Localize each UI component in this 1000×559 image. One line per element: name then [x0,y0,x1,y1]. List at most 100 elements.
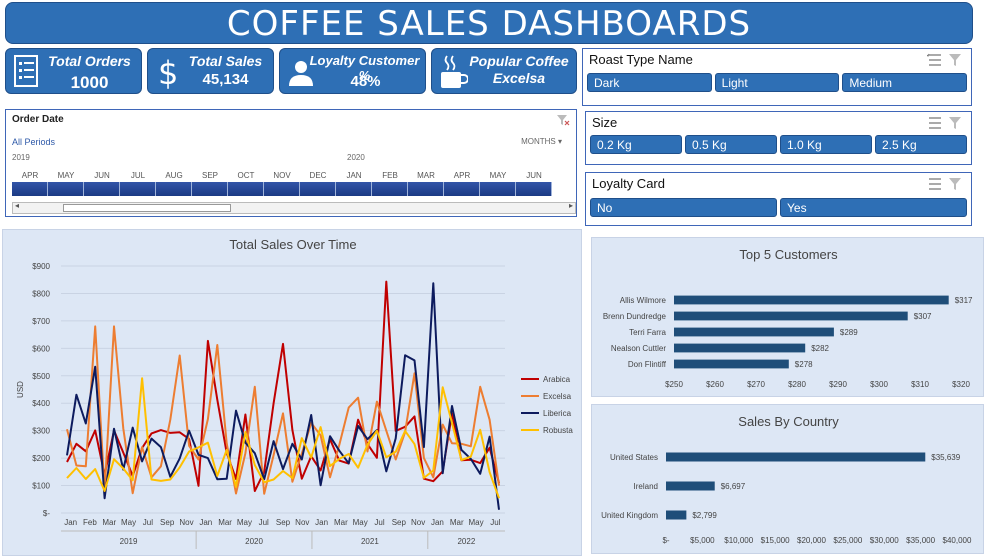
kpi-total-sales: $ Total Sales 45,134 [147,48,274,94]
roast-light-button[interactable]: Light [714,73,840,92]
roast-dark-button[interactable]: Dark [587,73,712,92]
timeline-year: 2020 [347,153,365,162]
x-tick-label: May [468,518,483,527]
category-label: Brenn Dundredge [603,312,667,321]
data-label: $278 [795,360,813,369]
clear-filter-icon[interactable] [556,114,570,126]
bar [666,510,687,520]
kpi-total-orders: Total Orders 1000 [5,48,142,94]
timeline-month-segment[interactable] [264,182,300,196]
kpi-label: Loyalty Customer % [309,53,420,83]
x-tick-label: $10,000 [724,536,753,545]
multi-select-icon[interactable] [929,178,941,190]
size-1-0kg-button[interactable]: 1.0 Kg [780,135,872,154]
x-tick-label: Mar [450,518,464,527]
size-0-2kg-button[interactable]: 0.2 Kg [590,135,682,154]
order-date-timeline[interactable]: Order Date All Periods MONTHS ▾ 2019 202… [5,109,577,217]
x-tick-label: $320 [952,380,970,389]
timeline-month-segment[interactable] [120,182,156,196]
timeline-month-segment[interactable] [300,182,336,196]
loyalty-no-button[interactable]: No [590,198,777,217]
loyalty-card-slicer: Loyalty Card No Yes [585,172,972,226]
category-label: Ireland [634,482,658,491]
timeline-month-segment[interactable] [444,182,480,196]
kpi-value: 45,134 [202,71,249,88]
checklist-icon [14,55,38,87]
category-label: Nealson Cuttler [611,344,666,353]
x-tick-label: $270 [747,380,765,389]
timeline-month-label: MAR [417,171,435,180]
roast-type-slicer: Roast Type Name Dark Light Medium [582,48,972,106]
timeline-month-segment[interactable] [48,182,84,196]
year-label: 2022 [457,537,475,546]
x-tick-label: $- [662,536,669,545]
timeline-month-segment[interactable] [84,182,120,196]
y-tick-label: $700 [32,317,50,326]
timeline-bar[interactable] [12,182,552,196]
clear-filter-icon[interactable] [949,117,961,129]
timeline-scroll-thumb[interactable] [63,204,231,212]
sales-by-country-svg: Sales By Country United States $35,639 Irel… [601,414,972,545]
timeline-scrollbar[interactable]: ◂ ▸ [12,201,576,214]
x-tick-label: $290 [829,380,847,389]
chart-title: Top 5 Customers [739,247,838,262]
timeline-month-segment[interactable] [480,182,516,196]
size-0-5kg-button[interactable]: 0.5 Kg [685,135,777,154]
chart-title: Sales By Country [738,414,839,429]
scroll-right-arrow[interactable]: ▸ [568,201,573,210]
loyalty-yes-button[interactable]: Yes [780,198,967,217]
x-tick-label: Jan [199,518,212,527]
x-tick-label: Nov [295,518,309,527]
y-tick-label: $900 [32,262,50,271]
timeline-month-segment[interactable] [372,182,408,196]
bar [674,327,834,337]
series-line-liberica [66,282,500,510]
category-label: Allis Wilmore [620,296,667,305]
timeline-month-segment[interactable] [408,182,444,196]
sales-by-country-chart: Sales By Country United States $35,639 Irel… [591,404,984,554]
y-tick-label: $600 [32,344,50,353]
multi-select-icon[interactable] [929,117,941,129]
scroll-left-arrow[interactable]: ◂ [15,201,20,210]
x-tick-label: $25,000 [833,536,862,545]
x-tick-label: Mar [102,518,116,527]
timeline-month-label: MAY [57,171,75,180]
user-icon [289,61,313,86]
timeline-month-label: APR [21,171,39,180]
time-level-dropdown[interactable]: MONTHS ▾ [521,137,562,146]
data-label: $307 [914,312,932,321]
sales-over-time-chart: Total Sales Over Time $- $100 $200 $300 $400 $… [2,229,582,556]
data-label: $6,697 [721,482,746,491]
kpi-label: Popular Coffee [469,53,569,69]
timeline-month-segment[interactable] [156,182,192,196]
line-chart-svg: Total Sales Over Time $- $100 $200 $300 $400 $… [16,237,573,549]
clear-filter-icon[interactable] [949,178,961,190]
bar [674,343,806,353]
timeline-month-segment[interactable] [516,182,552,196]
dollar-icon: $ [158,54,178,90]
slicer-title: Size [592,115,618,130]
x-tick-label: Jul [490,518,500,527]
y-tick-label: $- [43,509,50,518]
timeline-month-segment[interactable] [336,182,372,196]
timeline-month-segment[interactable] [12,182,48,196]
data-label: $35,639 [931,453,960,462]
x-tick-label: May [121,518,136,527]
timeline-month-segment[interactable] [192,182,228,196]
timeline-month-label: FEB [382,171,398,180]
multi-select-icon[interactable] [927,53,941,66]
x-tick-label: $310 [911,380,929,389]
svg-text:$: $ [158,54,178,90]
x-tick-label: Jul [259,518,269,527]
x-tick-label: Jan [315,518,328,527]
timeline-month-label: SEP [201,171,219,180]
legend-label: Robusta [543,426,573,435]
size-2-5kg-button[interactable]: 2.5 Kg [875,135,967,154]
legend-label: Arabica [543,375,571,384]
coffee-cup-icon [441,55,468,88]
timeline-month-segment[interactable] [228,182,264,196]
roast-medium-button[interactable]: Medium [842,73,968,92]
timeline-month-label: MAY [489,171,507,180]
clear-filter-icon[interactable] [949,54,961,66]
timeline-month-label: DEC [309,171,327,180]
